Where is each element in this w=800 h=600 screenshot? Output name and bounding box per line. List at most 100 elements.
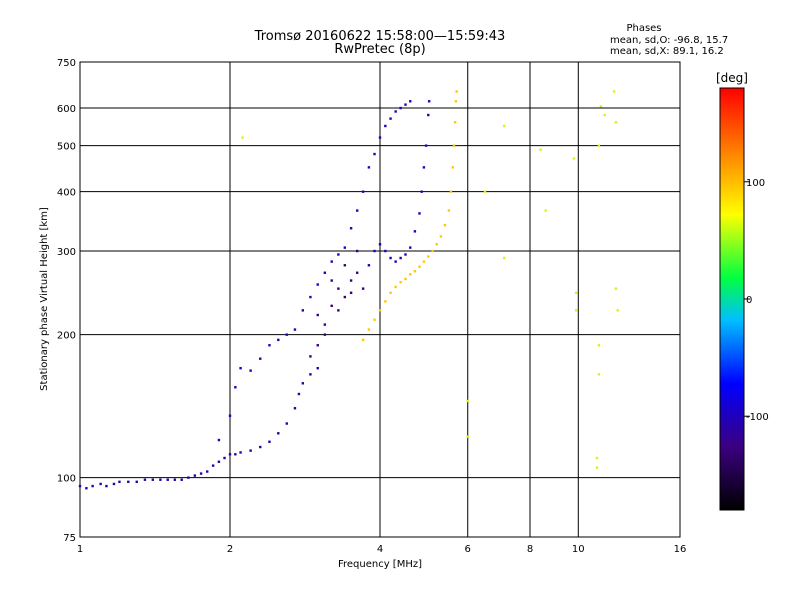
data-point — [422, 260, 426, 263]
data-point — [241, 136, 244, 139]
data-point — [595, 466, 599, 469]
phases-stats-title: Phases — [626, 23, 661, 34]
data-point — [91, 484, 94, 488]
data-point — [399, 280, 402, 284]
data-point — [78, 484, 82, 488]
data-point — [409, 100, 412, 103]
y-tick-label: 600 — [57, 104, 76, 115]
data-point — [249, 369, 252, 372]
data-point — [595, 456, 599, 460]
x-tick-label: 4 — [377, 544, 383, 555]
data-point — [404, 277, 407, 281]
data-point — [234, 453, 237, 456]
data-point — [301, 382, 305, 385]
data-point — [187, 476, 190, 479]
colorbar-label: [deg] — [716, 71, 748, 85]
data-point — [431, 249, 434, 253]
y-axis-label: Stationary phase Virtual Height [km] — [39, 207, 50, 391]
data-point — [399, 106, 402, 110]
y-tick-label: 100 — [57, 474, 76, 485]
colorbar-ticks: 100 0 -100 — [744, 178, 769, 423]
data-point — [373, 152, 376, 156]
data-point — [297, 392, 301, 396]
data-point — [599, 105, 603, 108]
data-point — [343, 295, 347, 299]
data-point — [349, 279, 353, 282]
data-point — [404, 253, 407, 256]
data-point — [112, 482, 116, 486]
data-point — [420, 190, 423, 193]
data-point — [285, 422, 288, 425]
data-point — [199, 472, 203, 475]
data-point — [597, 344, 601, 347]
data-point — [389, 117, 392, 120]
x-tick-label: 16 — [674, 544, 687, 555]
data-point — [413, 230, 417, 233]
data-point — [323, 333, 327, 336]
data-point — [180, 478, 183, 481]
data-point — [422, 166, 426, 169]
data-point — [616, 309, 619, 312]
data-point — [502, 124, 506, 128]
data-points — [78, 90, 619, 490]
data-point — [597, 373, 601, 376]
data-point — [384, 300, 387, 303]
data-point — [223, 456, 226, 460]
data-point — [330, 279, 333, 282]
data-point — [309, 373, 312, 376]
data-point — [85, 487, 88, 490]
data-point — [205, 470, 209, 473]
data-point — [597, 144, 601, 147]
data-point — [427, 255, 430, 258]
data-point — [378, 309, 382, 312]
y-tick-label: 400 — [57, 188, 76, 199]
data-point — [361, 338, 365, 342]
data-point — [373, 249, 376, 253]
axis-ticks: 1 2 4 6 8 10 16 75 100 200 300 400 500 600 750 — [57, 58, 686, 555]
grid-lines — [80, 62, 680, 537]
data-point — [361, 190, 365, 193]
data-point — [447, 209, 451, 212]
data-point — [330, 304, 333, 308]
data-point — [159, 478, 162, 481]
data-point — [455, 90, 458, 93]
data-point — [143, 478, 147, 481]
data-point — [228, 414, 232, 417]
data-point — [301, 309, 305, 312]
data-point — [349, 227, 353, 230]
data-point — [454, 100, 458, 103]
data-point — [268, 344, 271, 347]
data-point — [452, 144, 456, 147]
data-point — [355, 249, 359, 253]
data-point — [323, 271, 327, 274]
x-tick-label: 10 — [572, 544, 585, 555]
data-point — [443, 224, 447, 227]
data-point — [309, 355, 312, 358]
data-point — [118, 480, 121, 484]
y-tick-label: 75 — [63, 533, 76, 544]
data-point — [603, 113, 606, 117]
data-point — [466, 399, 469, 403]
data-point — [285, 333, 288, 336]
data-point — [99, 482, 102, 486]
data-point — [211, 464, 215, 467]
x-tick-label: 1 — [77, 544, 83, 555]
y-tick-label: 200 — [57, 331, 76, 342]
phases-stats-x: mean, sd,X: 89.1, 16.2 — [610, 46, 724, 57]
data-point — [105, 484, 108, 488]
data-point — [349, 291, 353, 295]
y-tick-label: 750 — [57, 58, 76, 69]
data-point — [449, 190, 453, 193]
data-point — [394, 110, 397, 113]
phases-stats-o: mean, sd,O: -96.8, 15.7 — [610, 35, 728, 46]
colorbar — [719, 87, 745, 511]
data-point — [367, 328, 371, 331]
data-point — [277, 338, 280, 342]
data-point — [394, 285, 397, 289]
data-point — [316, 313, 319, 317]
data-point — [293, 407, 297, 410]
data-point — [337, 309, 340, 312]
data-point — [151, 478, 155, 481]
data-point — [435, 243, 438, 246]
